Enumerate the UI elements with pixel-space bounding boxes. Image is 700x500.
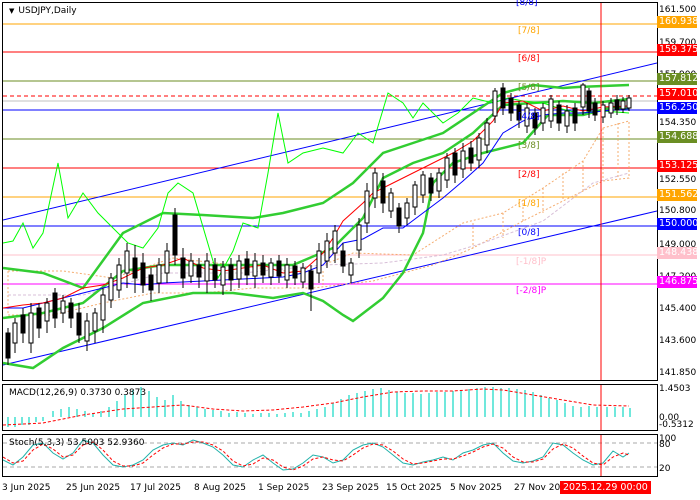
candles [5,83,632,365]
murrey-label-minus-2-8: [-2/8]P [516,286,547,296]
stoch-axis-100: 100 [659,434,677,444]
stoch-axis-80: 80 [659,440,671,450]
price-chart-pane[interactable]: ▼ USDJPY,Daily [8/8] [7/8] [6/8] [5/8] [4… [2,0,658,381]
stochastic-title: Stoch(5,3,3) 53.5003 52.9360 [9,438,145,448]
murrey-label-5-8: [5/8] [518,83,540,93]
murrey-label-4-8: [4/8] [518,112,540,122]
macd-axis-zero: 0.00 [659,413,680,423]
murrey-label-7-8: [7/8] [518,26,540,36]
price-tag-4-8: 156.250 [657,102,699,114]
price-tag-3-8: 154.688 [657,131,699,143]
dropdown-triangle-icon[interactable]: ▼ [9,7,15,15]
price-tag-resistance: 157.010 [657,88,699,100]
murrey-label-8-8: [8/8] [516,0,538,8]
stochastic-canvas [3,435,657,476]
price-tick: 141.850 [659,368,697,378]
price-tag-0-8: 150.000 [657,218,699,230]
murrey-label-minus-1-8: [-1/8]P [516,257,547,267]
price-tag-6-8: 159.375 [657,44,699,56]
date-label: 1 Sep 2025 [258,483,310,493]
price-tag-minus-1-8: 148.438 [657,247,699,259]
price-tick: 154.350 [659,118,697,128]
price-tag-2-8: 153.125 [657,160,699,172]
date-label: 5 Nov 2025 [450,483,502,493]
chart-symbol-title[interactable]: ▼ USDJPY,Daily [9,6,77,16]
price-tag-1-8: 151.562 [657,189,699,201]
price-tick: 145.400 [659,304,697,314]
price-tag-7-8: 160.938 [657,16,699,28]
price-tick: 161.500 [659,5,697,15]
price-tick: 143.600 [659,336,697,346]
stoch-axis-20: 20 [659,464,671,474]
date-label: 8 Aug 2025 [194,483,246,493]
macd-canvas [3,385,631,430]
macd-signal-line [3,388,630,426]
price-tag-5-8: 157.812 [657,73,699,85]
price-tick: 152.550 [659,175,697,185]
date-label: 23 Sep 2025 [322,483,380,493]
murrey-label-6-8: [6/8] [518,54,540,64]
macd-title: MACD(12,26,9) 0.3730 0.3873 [9,388,147,398]
stoch-signal-line [3,441,630,471]
macd-axis-top: 1.4503 [659,384,691,394]
price-tick: 149.000 [659,240,697,250]
murrey-label-0-8: [0/8] [518,228,540,238]
murrey-label-3-8: [3/8] [518,141,540,151]
macd-histogram [7,387,631,427]
price-tag-minus-2-8: 146.875 [657,276,699,288]
murrey-label-1-8: [1/8] [518,199,540,209]
stochastic-pane[interactable]: Stoch(5,3,3) 53.5003 52.9360 [2,434,658,477]
date-label: 25 Jun 2025 [66,483,121,493]
price-tick: 159.700 [659,38,697,48]
date-label: 15 Oct 2025 [386,483,442,493]
date-label: 17 Jul 2025 [130,483,181,493]
price-chart-canvas [3,3,657,380]
macd-axis-bottom: -0.5312 [659,420,694,430]
date-label: 3 Jun 2025 [2,483,51,493]
murrey-label-2-8: [2/8] [518,170,540,180]
date-label: 27 Nov 20 [514,483,561,493]
price-tick: 150.800 [659,206,697,216]
crosshair-date-label: 2025.12.29 00:00 [560,481,651,494]
macd-pane[interactable]: MACD(12,26,9) 0.3730 0.3873 [2,384,658,431]
